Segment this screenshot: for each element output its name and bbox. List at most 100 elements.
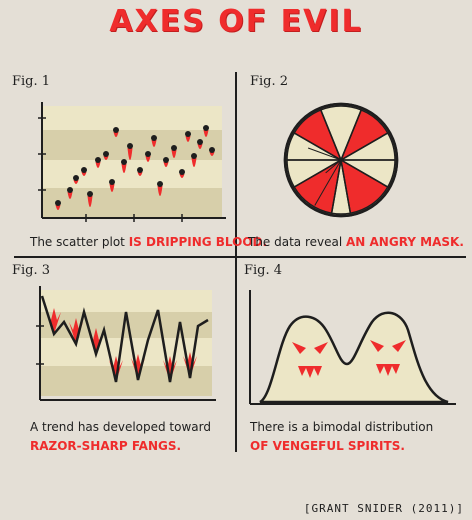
fig4-label: Fig. 4	[244, 263, 283, 278]
blood-drip	[163, 162, 169, 167]
scatter-point	[113, 127, 119, 133]
scatter-point	[55, 200, 61, 206]
fig2-slices	[286, 105, 396, 215]
blood-drip	[87, 196, 93, 207]
scatter-point	[81, 167, 87, 173]
blood-drip	[113, 132, 119, 137]
horizontal-divider	[14, 256, 466, 258]
fig3-line-chart	[36, 286, 216, 401]
scatter-point	[109, 179, 115, 185]
blood-drip	[137, 172, 143, 176]
fang	[109, 356, 123, 382]
blood-drip	[179, 174, 185, 178]
blood-drip	[109, 184, 115, 192]
blood-drip	[127, 148, 133, 160]
fig2-caption: The data reveal AN ANGRY MASK.	[248, 233, 464, 252]
artist-credit: [GRANT SNIDER (2011)]	[303, 502, 464, 515]
pie-slice	[330, 159, 352, 215]
blood-drip	[67, 192, 73, 199]
fig3-caption-plain: A trend has developed toward	[30, 420, 211, 434]
pie-slice	[338, 159, 396, 189]
fig4-distribution	[249, 290, 456, 405]
left-spirit-mouth	[298, 366, 322, 378]
scatter-point	[121, 159, 127, 165]
fig1-ticks	[38, 117, 183, 222]
scatter-point	[157, 181, 163, 187]
blood-drip	[171, 150, 177, 158]
fig1-label: Fig. 1	[12, 74, 51, 89]
fig2-label: Fig. 2	[250, 74, 289, 89]
comic-title: AXES OF EVIL	[109, 4, 363, 39]
scatter-point	[191, 153, 197, 159]
fig3-trend-line	[40, 295, 209, 383]
fig2-pie-outline	[283, 102, 399, 218]
blood-drip	[121, 164, 127, 173]
blood-drip	[203, 130, 209, 137]
fig1-caption-plain: The scatter plot	[30, 235, 129, 249]
scatter-point	[73, 175, 79, 181]
right-spirit-eye	[370, 340, 384, 352]
scatter-point	[203, 125, 209, 131]
scatter-point	[127, 143, 133, 149]
fig2-caption-red: AN ANGRY MASK.	[346, 235, 464, 249]
fig4-caption-red: OF VENGEFUL SPIRITS.	[250, 439, 405, 453]
blood-drip	[157, 186, 163, 196]
fig2-caption-plain: The data reveal	[248, 235, 347, 249]
blood-drip	[151, 140, 157, 147]
scatter-point	[67, 187, 73, 193]
fig3-ticks	[36, 325, 44, 365]
fig3-band	[40, 290, 212, 312]
fig4-left-spirit-face	[292, 342, 328, 378]
pie-slice	[319, 105, 363, 163]
fig3-caption: A trend has developed toward RAZOR-SHARP…	[30, 418, 211, 456]
fang	[163, 356, 177, 382]
fig4-caption: There is a bimodal distribution OF VENGE…	[250, 418, 433, 456]
right-spirit-eye	[392, 340, 406, 352]
fig1-band	[42, 106, 222, 130]
blood-drip	[103, 156, 109, 160]
fang	[69, 318, 83, 344]
blood-drip	[95, 162, 101, 168]
pie-stroke	[325, 159, 342, 174]
scatter-point	[163, 157, 169, 163]
scatter-point	[95, 157, 101, 163]
vertical-divider	[235, 72, 237, 452]
scatter-point	[171, 145, 177, 151]
fig1-caption: The scatter plot IS DRIPPING BLOOD.	[30, 233, 267, 252]
left-spirit-eye	[314, 342, 328, 354]
fig3-fangs	[47, 308, 197, 382]
blood-drip	[73, 180, 79, 184]
fang	[183, 352, 197, 378]
fig1-points	[55, 125, 215, 210]
scatter-point	[185, 131, 191, 137]
scatter-point	[209, 147, 215, 153]
fig4-caption-plain: There is a bimodal distribution	[250, 420, 434, 434]
right-spirit-mouth	[376, 364, 400, 376]
scatter-point	[179, 169, 185, 175]
fig1-scatter-plot	[38, 102, 226, 222]
fig2-pie-chart	[283, 102, 399, 218]
blood-drip	[145, 156, 151, 162]
blood-drip	[81, 172, 87, 176]
scatter-point	[137, 167, 143, 173]
left-spirit-eye	[292, 342, 306, 354]
fang	[47, 308, 61, 334]
pie-slice	[286, 159, 344, 189]
fang	[131, 354, 145, 380]
blood-drip	[191, 158, 197, 167]
fig1-band	[42, 160, 222, 188]
blood-drip	[209, 152, 215, 156]
fig4-bimodal-curve	[259, 311, 449, 404]
blood-drip	[185, 136, 191, 142]
scatter-point	[103, 151, 109, 157]
pie-stroke	[307, 147, 342, 161]
fig3-band	[40, 366, 212, 396]
blood-drip	[197, 144, 203, 149]
pie-stroke	[314, 159, 342, 206]
blood-drip	[55, 205, 61, 210]
fig1-caption-red: IS DRIPPING BLOOD.	[128, 235, 268, 249]
fig3-label: Fig. 3	[12, 263, 51, 278]
fig3-caption-red: RAZOR-SHARP FANGS.	[30, 439, 182, 453]
scatter-point	[151, 135, 157, 141]
scatter-point	[87, 191, 93, 197]
